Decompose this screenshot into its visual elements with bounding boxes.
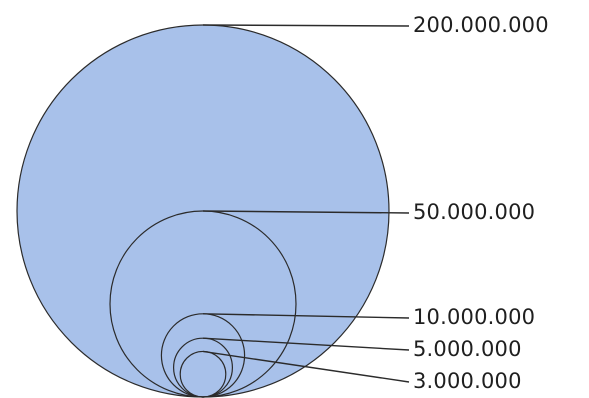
value-label-200000000: 200.000.000 <box>413 13 549 37</box>
value-label-5000000: 5.000.000 <box>413 337 522 361</box>
leader-line-10000000 <box>202 313 410 319</box>
value-label-10000000: 10.000.000 <box>413 305 535 329</box>
leader-line-50000000 <box>202 210 410 214</box>
leader-line-5000000 <box>202 337 410 351</box>
value-label-3000000: 3.000.000 <box>413 369 522 393</box>
value-label-50000000: 50.000.000 <box>413 200 535 224</box>
leader-line-200000000 <box>202 24 410 27</box>
leader-line-3000000 <box>202 350 410 383</box>
label-group: 200.000.000 50.000.000 10.000.000 5.000.000… <box>413 13 549 393</box>
leader-line-group <box>202 24 410 383</box>
